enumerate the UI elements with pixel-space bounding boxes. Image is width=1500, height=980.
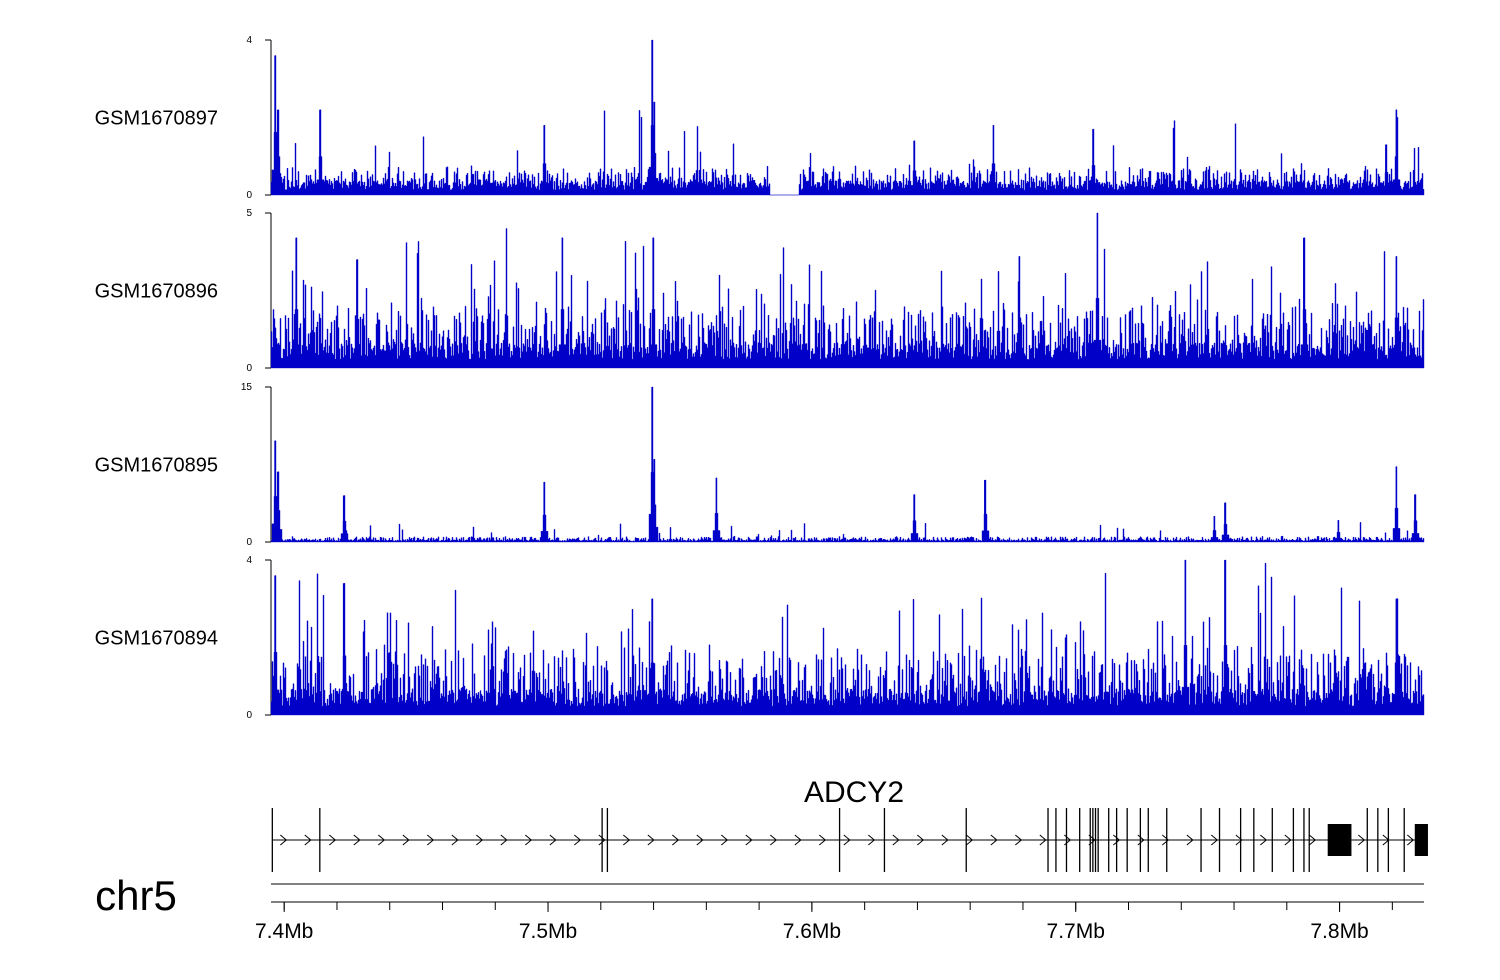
strand-arrow: [1259, 834, 1268, 846]
strand-arrow: [304, 834, 312, 846]
y-tick-label-max: 15: [241, 382, 253, 393]
y-tick-label-max: 4: [246, 555, 252, 566]
strand-arrow: [1186, 834, 1194, 846]
strand-arrow: [818, 834, 827, 846]
y-tick-label-min: 0: [246, 537, 252, 548]
coverage-track: GSM1670895 15 0: [95, 382, 1425, 548]
strand-arrow: [843, 834, 851, 846]
track-label: GSM1670894: [95, 628, 218, 650]
strand-arrow: [549, 834, 557, 846]
strand-arrow: [1014, 834, 1023, 846]
chromosome-label: chr5: [95, 872, 177, 919]
coverage-signal: [270, 386, 1425, 543]
strand-arrow: [1039, 834, 1047, 846]
strand-arrow: [573, 834, 582, 846]
strand-arrow: [402, 834, 410, 846]
strand-arrow: [671, 834, 680, 846]
genome-axis: chr5 7.4Mb 7.5Mb 7.6Mb 7.7Mb 7.8Mb: [95, 872, 1424, 943]
axis-tick-label: 7.6Mb: [783, 920, 841, 943]
strand-arrow: [916, 834, 925, 846]
y-tick-label-max: 4: [246, 35, 252, 46]
strand-arrow: [475, 834, 484, 846]
strand-arrow: [990, 834, 998, 846]
y-tick-label-max: 5: [246, 208, 252, 219]
strand-arrow: [1235, 834, 1243, 846]
strand-arrow: [696, 834, 704, 846]
strand-arrow: [647, 834, 655, 846]
y-tick-label-min: 0: [246, 363, 252, 374]
coverage-tracks: GSM167089740GSM167089650GSM1670895150GSM…: [95, 35, 1425, 721]
strand-arrow: [353, 834, 361, 846]
gene-name-label: ADCY2: [804, 776, 904, 809]
coverage-signal: [270, 212, 1425, 369]
exon-block: [1414, 824, 1428, 856]
y-tick-label-min: 0: [246, 710, 252, 721]
track-label: GSM1670896: [95, 281, 218, 303]
strand-arrow: [1406, 834, 1415, 846]
axis-tick-label: 7.8Mb: [1310, 920, 1368, 943]
strand-arrow: [524, 834, 533, 846]
exon-block: [1327, 824, 1352, 856]
coverage-signal: [270, 39, 1425, 196]
gene-track: ADCY2: [271, 776, 1428, 872]
coverage-track: GSM1670894 4 0: [95, 555, 1425, 721]
track-label: GSM1670897: [95, 108, 218, 130]
strand-arrow: [328, 834, 337, 846]
track-label: GSM1670895: [95, 455, 218, 477]
strand-arrow: [1112, 834, 1121, 846]
strand-arrow: [1357, 834, 1366, 846]
axis-tick-label: 7.4Mb: [255, 920, 313, 943]
strand-arrow: [426, 834, 435, 846]
strand-arrow: [892, 834, 900, 846]
strand-arrow: [769, 834, 778, 846]
strand-arrow: [1308, 834, 1317, 846]
gene-model: [271, 808, 1428, 872]
strand-arrow: [941, 834, 949, 846]
coverage-track: GSM1670897 4 0: [95, 35, 1425, 201]
strand-arrow: [500, 834, 508, 846]
strand-arrow: [1161, 834, 1170, 846]
strand-arrow: [867, 834, 876, 846]
strand-arrow: [965, 834, 974, 846]
strand-arrow: [279, 834, 288, 846]
strand-arrow: [720, 834, 729, 846]
coverage-signal: [270, 559, 1425, 716]
strand-arrow: [377, 834, 386, 846]
y-tick-label-min: 0: [246, 190, 252, 201]
strand-arrow: [1284, 834, 1292, 846]
strand-arrow: [451, 834, 459, 846]
strand-arrow: [598, 834, 606, 846]
coverage-track: GSM1670896 5 0: [95, 208, 1425, 374]
strand-arrow: [745, 834, 753, 846]
strand-arrow: [794, 834, 802, 846]
strand-arrow: [622, 834, 631, 846]
axis-tick-label: 7.5Mb: [519, 920, 577, 943]
axis-tick-label: 7.7Mb: [1047, 920, 1105, 943]
strand-arrow: [1210, 834, 1219, 846]
